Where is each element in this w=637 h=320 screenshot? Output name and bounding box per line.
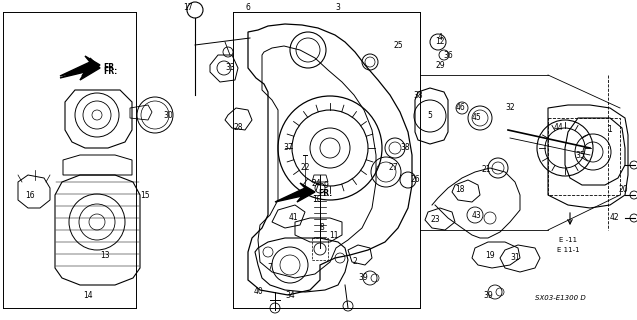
Text: 10: 10 — [312, 196, 322, 204]
Text: E -11: E -11 — [559, 237, 577, 243]
Text: 5: 5 — [427, 110, 433, 119]
Text: 25: 25 — [393, 41, 403, 50]
Text: 27: 27 — [388, 164, 398, 172]
Text: 24: 24 — [311, 179, 321, 188]
Text: 4: 4 — [438, 34, 443, 43]
Text: FR.: FR. — [103, 63, 117, 73]
Bar — [312, 238, 328, 260]
Text: 38: 38 — [413, 91, 423, 100]
Text: 38: 38 — [400, 143, 410, 153]
Text: E 11-1: E 11-1 — [557, 247, 580, 253]
Text: 3: 3 — [336, 4, 340, 12]
Polygon shape — [60, 58, 100, 80]
Text: 19: 19 — [485, 251, 495, 260]
Text: 11: 11 — [329, 230, 339, 239]
Text: FR.: FR. — [103, 68, 117, 76]
Text: 17: 17 — [183, 4, 193, 12]
Text: 14: 14 — [83, 291, 93, 300]
Text: 39: 39 — [483, 291, 493, 300]
Text: 7: 7 — [268, 263, 273, 273]
Text: 35: 35 — [575, 150, 585, 159]
Bar — [548, 118, 620, 195]
Polygon shape — [60, 56, 100, 76]
Text: 32: 32 — [505, 103, 515, 113]
Text: 44: 44 — [553, 124, 563, 132]
Text: 39: 39 — [358, 274, 368, 283]
Text: 23: 23 — [430, 215, 440, 225]
Text: 13: 13 — [100, 251, 110, 260]
Text: SX03-E1300 D: SX03-E1300 D — [534, 295, 585, 301]
Text: 9: 9 — [324, 180, 329, 189]
Text: 43: 43 — [471, 211, 481, 220]
Text: 12: 12 — [435, 37, 445, 46]
Text: 29: 29 — [435, 60, 445, 69]
Text: 33: 33 — [225, 63, 235, 73]
Text: 16: 16 — [25, 190, 35, 199]
Text: 42: 42 — [609, 213, 619, 222]
Text: 37: 37 — [283, 143, 293, 153]
Text: 41: 41 — [288, 213, 298, 222]
Text: 26: 26 — [410, 175, 420, 185]
Text: 34: 34 — [285, 291, 295, 300]
Text: 28: 28 — [233, 124, 243, 132]
Text: 22: 22 — [300, 164, 310, 172]
Text: 31: 31 — [510, 253, 520, 262]
Text: 30: 30 — [163, 110, 173, 119]
Text: 21: 21 — [481, 165, 490, 174]
Text: 18: 18 — [455, 186, 465, 195]
Text: 1: 1 — [608, 125, 612, 134]
Text: 46: 46 — [455, 103, 465, 113]
Polygon shape — [275, 183, 315, 202]
Text: 6: 6 — [245, 4, 250, 12]
Text: 2: 2 — [353, 258, 357, 267]
Text: 36: 36 — [443, 51, 453, 60]
Text: 40: 40 — [253, 287, 263, 297]
Text: 15: 15 — [140, 190, 150, 199]
Text: FR.: FR. — [318, 189, 332, 198]
Text: 45: 45 — [472, 114, 482, 123]
Text: 8: 8 — [320, 223, 324, 233]
Text: 20: 20 — [618, 186, 628, 195]
